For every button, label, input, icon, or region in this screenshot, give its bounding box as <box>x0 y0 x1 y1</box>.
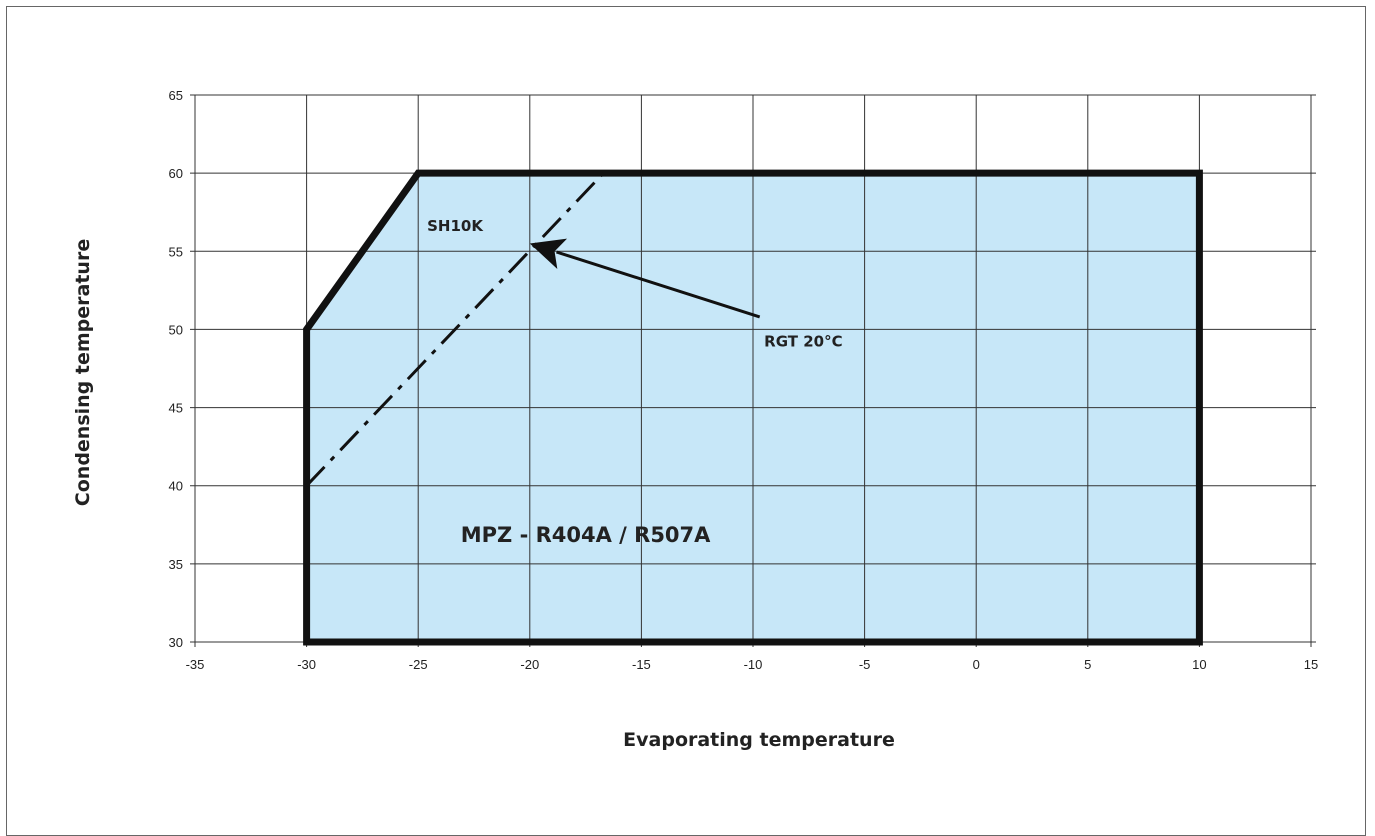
y-tick-label: 45 <box>169 401 183 416</box>
x-tick-label: -15 <box>632 657 651 672</box>
y-tick-label: 55 <box>169 244 183 259</box>
y-axis-title: Condensing temperature <box>72 239 94 506</box>
x-tick-label: -30 <box>297 657 316 672</box>
rgt-label: RGT 20°C <box>764 333 842 351</box>
y-tick-label: 50 <box>169 322 183 337</box>
x-tick-label: -25 <box>409 657 428 672</box>
y-tick-label: 30 <box>169 635 183 650</box>
x-tick-label: -10 <box>744 657 763 672</box>
sh10k-dashed-line <box>305 172 605 487</box>
y-tick-label: 65 <box>169 88 183 103</box>
x-tick-label: -5 <box>859 657 871 672</box>
x-tick-label: 5 <box>1084 657 1091 672</box>
y-tick-label: 60 <box>169 166 183 181</box>
sh10k-label: SH10K <box>427 217 484 235</box>
envelope-label: MPZ - R404A / R507A <box>461 523 711 547</box>
x-tick-label: 10 <box>1192 657 1206 672</box>
x-tick-label: 15 <box>1304 657 1318 672</box>
y-tick-label: 40 <box>169 479 183 494</box>
chart-frame: -35 -30 -25 -20 -15 -10 -5 0 5 10 15 30 35 40 45 50 55 60… <box>6 6 1366 836</box>
x-tick-label: 0 <box>973 657 980 672</box>
x-tick-label: -35 <box>186 657 205 672</box>
y-tick-label: 35 <box>169 557 183 572</box>
x-axis-title: Evaporating temperature <box>623 729 895 751</box>
envelope-outline <box>303 169 1203 646</box>
x-tick-label: -20 <box>520 657 539 672</box>
rgt-arrow-head <box>529 238 568 270</box>
rgt-arrow-line <box>556 250 761 319</box>
operating-envelope-chart: -35 -30 -25 -20 -15 -10 -5 0 5 10 15 30 35 40 45 50 55 60… <box>72 88 1318 751</box>
